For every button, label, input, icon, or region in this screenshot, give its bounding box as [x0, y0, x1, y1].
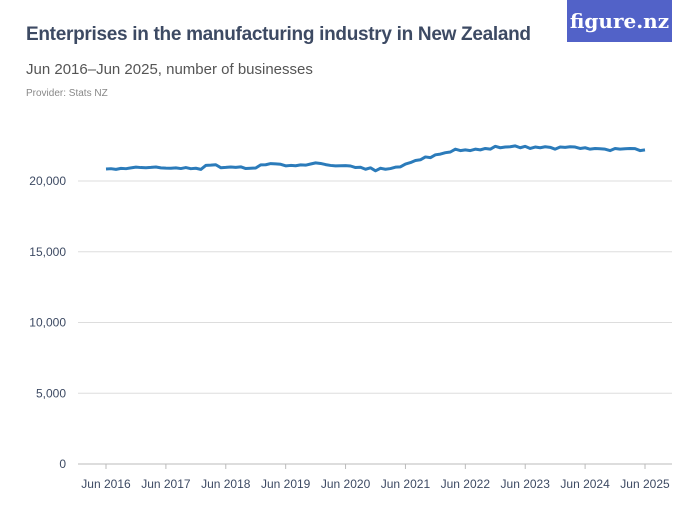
y-tick-label: 5,000 [36, 386, 66, 400]
y-tick-label: 0 [59, 457, 66, 471]
x-tick-label: Jun 2017 [141, 477, 191, 491]
y-tick-label: 20,000 [29, 174, 66, 188]
x-tick-label: Jun 2016 [81, 477, 131, 491]
x-tick-label: Jun 2025 [620, 477, 670, 491]
figure-nz-logo[interactable]: figure.nz [567, 0, 672, 42]
x-tick-label: Jun 2019 [261, 477, 311, 491]
y-tick-label: 10,000 [29, 316, 66, 330]
chart-title: Enterprises in the manufacturing industr… [26, 24, 531, 45]
x-tick-label: Jun 2024 [560, 477, 610, 491]
provider-label: Provider: Stats NZ [26, 88, 108, 99]
series-line [105, 144, 646, 173]
y-tick-label: 15,000 [29, 245, 66, 259]
chart-subtitle: Jun 2016–Jun 2025, number of businesses [26, 61, 313, 78]
x-tick-label: Jun 2023 [501, 477, 551, 491]
x-tick-label: Jun 2022 [441, 477, 491, 491]
x-tick-label: Jun 2018 [201, 477, 251, 491]
x-tick-label: Jun 2020 [321, 477, 371, 491]
x-tick-label: Jun 2021 [381, 477, 431, 491]
